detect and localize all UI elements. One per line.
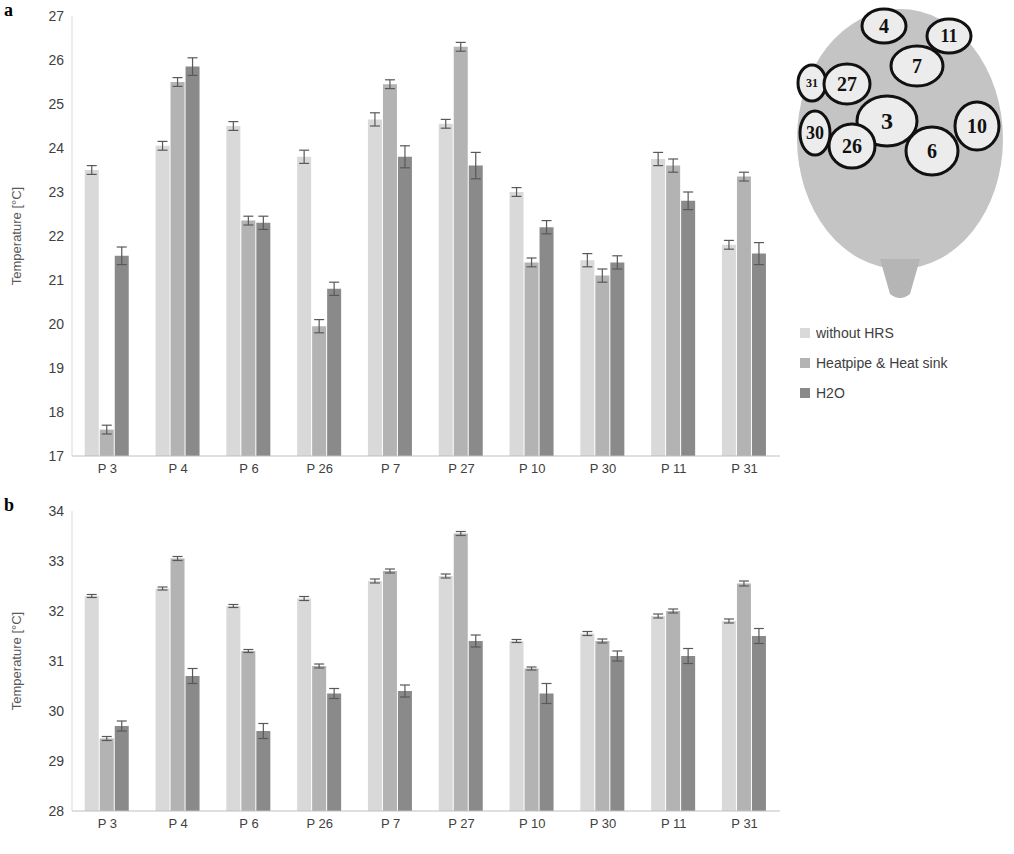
svg-text:27: 27 [837, 73, 857, 95]
svg-text:30: 30 [806, 123, 824, 143]
svg-text:P 31: P 31 [731, 461, 758, 476]
svg-text:21: 21 [48, 272, 64, 288]
svg-text:P 10: P 10 [519, 461, 546, 476]
svg-text:P 6: P 6 [239, 461, 258, 476]
svg-text:P 27: P 27 [448, 816, 475, 831]
svg-text:P 26: P 26 [307, 816, 334, 831]
svg-text:3: 3 [881, 108, 893, 134]
svg-text:6: 6 [927, 140, 937, 162]
svg-text:P 7: P 7 [381, 816, 400, 831]
svg-text:31: 31 [806, 76, 818, 90]
svg-text:19: 19 [48, 360, 64, 376]
html-text:without HRS: without HRS [816, 325, 894, 341]
svg-text:22: 22 [48, 228, 64, 244]
svg-text:P 30: P 30 [590, 461, 617, 476]
svg-text:25: 25 [48, 96, 64, 112]
svg-text:P 26: P 26 [307, 461, 334, 476]
svg-text:4: 4 [879, 15, 889, 37]
svg-text:18: 18 [48, 404, 64, 420]
html-text:H2O: H2O [816, 385, 845, 401]
svg-text:26: 26 [842, 135, 862, 157]
svg-text:20: 20 [48, 316, 64, 332]
svg-text:34: 34 [48, 503, 64, 519]
html-text:a: a [4, 0, 13, 20]
svg-text:P 4: P 4 [169, 816, 188, 831]
svg-text:P 6: P 6 [239, 816, 258, 831]
svg-text:31: 31 [48, 653, 64, 669]
svg-text:17: 17 [48, 448, 64, 464]
svg-text:32: 32 [48, 603, 64, 619]
svg-text:29: 29 [48, 753, 64, 769]
html-text:b: b [4, 495, 14, 515]
svg-text:33: 33 [48, 553, 64, 569]
svg-text:P 27: P 27 [448, 461, 475, 476]
svg-text:P 3: P 3 [98, 816, 117, 831]
svg-text:26: 26 [48, 52, 64, 68]
svg-text:10: 10 [967, 115, 987, 137]
svg-text:23: 23 [48, 184, 64, 200]
svg-text:P 7: P 7 [381, 461, 400, 476]
svg-text:P 3: P 3 [98, 461, 117, 476]
svg-text:P 31: P 31 [731, 816, 758, 831]
svg-text:P 4: P 4 [169, 461, 188, 476]
svg-text:Temperature [°C]: Temperature [°C] [9, 612, 24, 710]
svg-text:27: 27 [48, 8, 64, 24]
svg-text:P 11: P 11 [661, 816, 687, 831]
svg-text:7: 7 [912, 55, 922, 77]
svg-text:P 10: P 10 [519, 816, 546, 831]
svg-text:P 30: P 30 [590, 816, 617, 831]
svg-text:28: 28 [48, 803, 64, 819]
svg-text:30: 30 [48, 703, 64, 719]
html-text:Heatpipe & Heat sink: Heatpipe & Heat sink [816, 355, 948, 371]
svg-text:Temperature [°C]: Temperature [°C] [9, 187, 24, 285]
svg-text:P 11: P 11 [661, 461, 687, 476]
svg-text:24: 24 [48, 140, 64, 156]
svg-text:11: 11 [940, 26, 957, 46]
